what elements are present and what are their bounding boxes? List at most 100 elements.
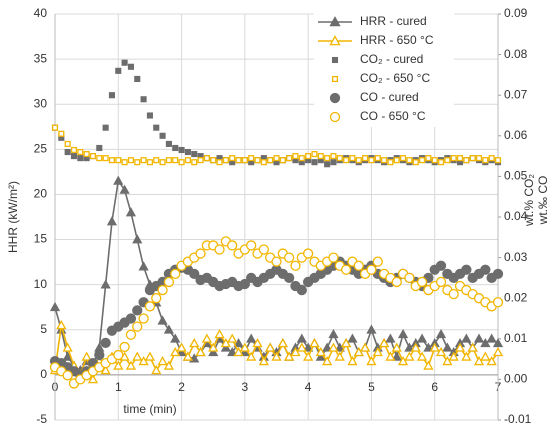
point: [482, 157, 489, 164]
point: [77, 155, 84, 162]
point: [165, 157, 172, 164]
point: [170, 268, 181, 279]
y-axis-label: HHR (kW/m²): [6, 181, 20, 253]
legend-bg: [314, 89, 454, 108]
point: [334, 351, 345, 361]
point: [233, 346, 244, 357]
point: [138, 356, 149, 366]
y2-tick-label: 0.08: [504, 47, 528, 61]
point: [492, 297, 504, 308]
point: [442, 342, 453, 352]
point: [125, 360, 137, 370]
point: [119, 341, 130, 353]
y-tick-label: 5: [40, 322, 47, 336]
point: [448, 288, 459, 300]
point: [302, 248, 314, 259]
point: [423, 360, 434, 370]
legend-bg: [314, 32, 454, 51]
point: [461, 351, 472, 361]
point: [362, 155, 369, 162]
point: [448, 351, 459, 361]
point: [444, 157, 451, 164]
point: [456, 155, 464, 162]
point: [96, 144, 103, 152]
point: [64, 140, 71, 147]
point: [488, 155, 495, 162]
point: [62, 342, 73, 352]
point: [404, 272, 415, 284]
point: [70, 153, 78, 160]
x-tick-label: 2: [178, 380, 185, 394]
point: [227, 333, 238, 343]
point: [271, 351, 282, 361]
point: [347, 333, 358, 343]
point: [330, 153, 337, 160]
point: [220, 337, 231, 348]
point: [343, 157, 350, 164]
point: [435, 260, 447, 271]
legend-bg: [314, 51, 454, 70]
point: [290, 260, 301, 271]
point: [127, 157, 134, 164]
point: [252, 337, 263, 348]
point: [359, 342, 371, 352]
point: [324, 161, 331, 168]
point: [163, 324, 175, 334]
point: [94, 349, 105, 361]
point: [404, 351, 415, 361]
point: [163, 360, 175, 370]
point: [260, 159, 267, 166]
x-tick-label: 3: [242, 380, 249, 394]
point: [113, 349, 124, 361]
point: [303, 342, 314, 352]
point: [184, 148, 191, 156]
point: [125, 207, 137, 217]
point: [62, 351, 73, 361]
point: [70, 146, 78, 154]
point: [203, 155, 210, 162]
point: [469, 155, 476, 162]
point: [372, 346, 383, 357]
point: [372, 256, 383, 267]
point: [210, 157, 217, 164]
y-tick-label: 25: [34, 142, 48, 156]
point: [191, 151, 198, 158]
point: [144, 301, 156, 312]
point: [419, 157, 426, 164]
point: [132, 351, 143, 361]
point: [329, 16, 341, 27]
y2-axis-label: wt.% CO₂: [522, 174, 536, 227]
legend-bg: [314, 108, 454, 127]
point: [406, 157, 413, 164]
point: [303, 351, 314, 361]
point: [49, 301, 61, 312]
point: [227, 346, 238, 357]
point: [480, 337, 491, 348]
point: [254, 157, 261, 164]
point: [334, 342, 345, 352]
point: [108, 157, 116, 164]
y2-tick-label: 0.09: [504, 6, 528, 20]
point: [100, 337, 111, 349]
y-tick-label: 15: [34, 232, 48, 246]
y-tick-label: 10: [34, 277, 48, 291]
point: [385, 333, 396, 343]
point: [178, 159, 185, 166]
point: [77, 148, 84, 156]
point: [182, 351, 194, 361]
point: [315, 346, 326, 357]
y-tick-label: -5: [36, 412, 47, 426]
point: [172, 157, 179, 164]
point: [378, 337, 390, 348]
point: [121, 159, 128, 166]
point: [492, 268, 504, 279]
point: [309, 337, 320, 348]
point: [463, 157, 470, 164]
point: [328, 328, 339, 339]
legend-label: CO₂ - 650 °C: [360, 71, 430, 85]
y2-axis-label: wt.‰ CO: [536, 176, 550, 226]
point: [284, 252, 295, 263]
point: [119, 184, 130, 194]
point: [349, 155, 356, 162]
point: [157, 315, 168, 325]
